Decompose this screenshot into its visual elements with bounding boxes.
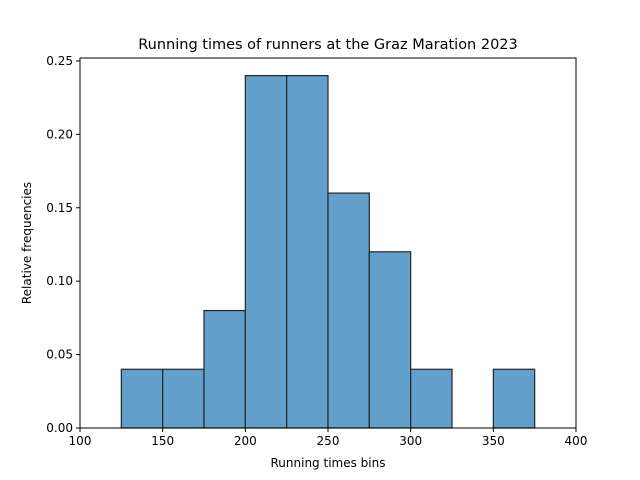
y-tick-label: 0.20 — [46, 127, 73, 141]
chart-title: Running times of runners at the Graz Mar… — [138, 37, 518, 53]
histogram-bar — [368, 251, 412, 429]
y-axis-ticks: 0.00 0.05 0.10 0.15 0.20 0.25 — [46, 54, 80, 435]
x-axis-label: Running times bins — [271, 456, 386, 470]
y-tick-label: 0.00 — [46, 421, 73, 435]
x-tick-label: 400 — [565, 434, 588, 448]
y-tick-label: 0.05 — [46, 348, 73, 362]
y-tick-label: 0.10 — [46, 274, 73, 288]
histogram-bars — [120, 75, 536, 429]
histogram-bar — [410, 368, 453, 429]
y-tick-label: 0.15 — [46, 201, 73, 215]
x-tick-label: 100 — [69, 434, 92, 448]
histogram-bar — [327, 192, 370, 429]
y-tick-label: 0.25 — [46, 54, 73, 68]
x-tick-label: 200 — [234, 434, 257, 448]
x-tick-label: 250 — [317, 434, 340, 448]
x-tick-label: 300 — [399, 434, 422, 448]
histogram-bar — [492, 368, 536, 429]
x-tick-label: 350 — [482, 434, 505, 448]
x-axis-ticks: 100 150 200 250 300 350 400 — [69, 428, 588, 448]
histogram-bar — [244, 75, 288, 429]
x-tick-label: 150 — [151, 434, 174, 448]
histogram-bar — [203, 309, 246, 429]
plot-frame — [79, 57, 577, 429]
histogram-bar — [120, 368, 164, 429]
histogram-bar — [286, 75, 329, 429]
y-axis-label: Relative frequencies — [20, 182, 34, 304]
histogram-bar — [162, 368, 205, 429]
